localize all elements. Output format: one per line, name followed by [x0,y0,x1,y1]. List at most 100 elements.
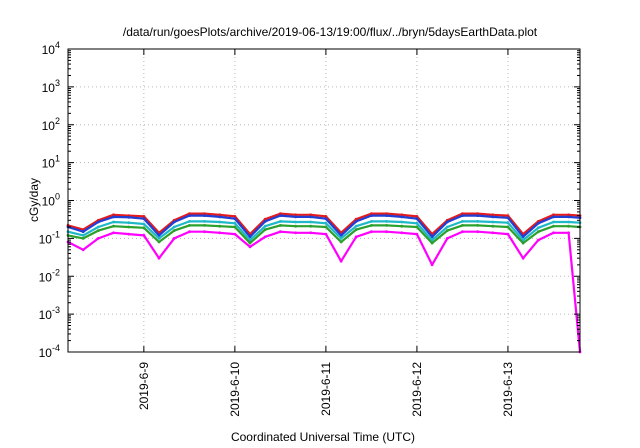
data-point [400,220,404,224]
data-point [127,232,131,236]
data-point [309,215,313,219]
data-point [461,220,464,223]
data-point [263,217,267,221]
data-point [188,230,191,234]
data-point [567,220,570,224]
data-point [127,225,131,229]
data-point [112,231,115,235]
x-tick-label: 2019-6-12 [410,362,424,417]
data-point [157,237,161,240]
data-point [172,220,176,224]
data-point [127,215,131,219]
data-point [294,224,297,228]
y-tick-label: 100 [42,192,60,209]
data-point [491,220,495,224]
data-point [309,224,313,228]
data-point [172,225,176,229]
data-point [263,224,267,228]
data-point [445,229,449,233]
data-point [385,230,388,234]
data-point [233,232,237,236]
y-axis-label: cGy/day [27,178,41,222]
data-point [218,224,222,228]
data-point [294,231,297,235]
data-point [248,235,252,239]
y-tick-label: 10-3 [39,305,60,322]
data-point [491,213,495,217]
data-point [461,212,464,216]
data-point [309,220,313,224]
data-point [491,231,495,235]
data-point [203,230,206,234]
data-point [552,215,555,219]
data-point [536,230,540,234]
data-point [188,214,191,218]
data-point [96,225,100,229]
x-tick-label: 2019-6-9 [137,362,151,410]
y-axis: 10-4 10-3 10-2 10-1 100 101 102 103 104 [39,40,580,360]
data-point [324,217,328,221]
data-point [188,224,191,227]
data-point [445,225,449,229]
data-point [491,215,495,219]
data-point [324,225,328,229]
data-point [233,221,237,225]
data-point [400,215,404,219]
data-point [279,212,282,216]
data-point [339,240,343,244]
data-point [491,224,495,228]
data-point [233,217,237,221]
data-point [233,215,237,218]
y-tick-label: 102 [42,116,60,133]
data-point [506,221,510,225]
data-point [81,234,85,237]
data-point [294,220,297,224]
data-point [385,212,388,216]
data-point [521,235,525,239]
data-point [445,237,449,240]
data-point [324,232,328,236]
data-point [415,225,419,229]
data-point [248,241,252,245]
data-point [112,215,115,219]
data-point [218,220,222,224]
data-point [339,234,343,237]
data-point [157,240,161,244]
data-point [354,224,358,228]
x-tick-label: 2019-6-10 [228,362,242,417]
data-point [552,224,555,228]
data-point [354,235,358,239]
data-point [279,220,282,223]
data-point [127,221,131,225]
data-point [400,231,404,235]
data-point [142,226,146,230]
data-point [96,229,100,233]
data-point [536,238,540,242]
data-point [339,237,343,240]
data-point [112,213,115,217]
data-point [415,215,419,218]
data-point [203,220,206,223]
data-point [142,215,146,218]
chart-title: /data/run/goesPlots/archive/2019-06-13/1… [123,25,538,39]
data-point [430,263,434,267]
data-point [445,220,449,224]
data-point [476,214,479,218]
grid [68,49,580,352]
data-point [370,230,373,234]
data-point [506,232,510,236]
data-point [218,231,222,235]
y-tick-label: 10-2 [39,267,60,284]
y-tick-label: 10-1 [39,229,60,246]
data-point [567,231,570,235]
data-point [552,220,555,224]
data-point [415,232,419,236]
data-point [415,217,419,221]
data-point [415,221,419,225]
data-point [521,256,525,260]
x-axis-label: Coordinated Universal Time (UTC) [231,430,415,444]
data-point [461,214,464,218]
data-point [203,224,206,227]
data-point [552,213,555,217]
